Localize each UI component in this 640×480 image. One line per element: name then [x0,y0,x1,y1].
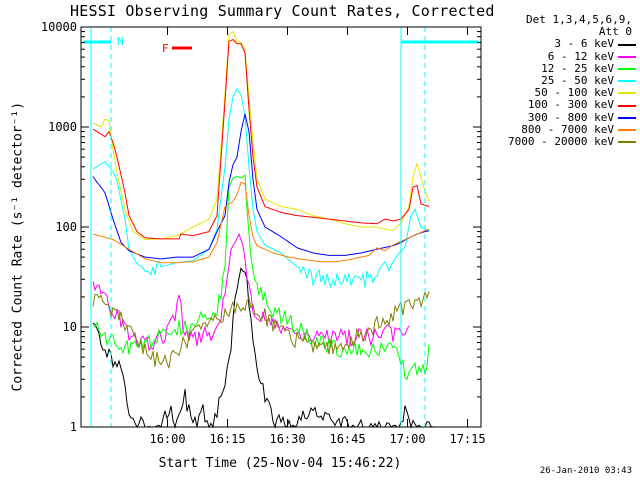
legend-item-swatch [618,116,636,119]
legend-item: 25 - 50 keV [484,74,636,88]
legend-item-swatch [618,141,636,144]
y-tick-label: 10 [63,320,77,334]
x-tick-label: 16:15 [209,432,245,446]
legend-item-label: 800 - 7000 keV [521,122,614,136]
legend-item: 6 - 12 keV [484,49,636,63]
series-line [92,30,430,241]
legend-item: 300 - 800 keV [484,110,636,124]
axis-layer: 1 10 100 1000 10000 16:00 16:15 16:30 16:45 17:00… [41,20,486,446]
y-tick-label: 1000 [48,120,77,134]
legend-item-label: 100 - 300 keV [527,98,614,112]
x-tick-label: 16:45 [329,432,365,446]
legend-item-swatch [618,43,636,46]
night-label: N [117,35,124,48]
legend-item-label: 300 - 800 keV [527,110,614,124]
legend-item-swatch [618,80,636,83]
series-line [92,38,430,240]
x-axis-label: Start Time (25-Nov-04 15:46:22) [158,456,402,471]
x-tick-label: 17:00 [389,432,425,446]
series-line [92,181,430,264]
flare-label: F [162,42,169,55]
x-tick-label: 16:00 [149,432,185,446]
legend: Det 1,3,4,5,6,9, Att 0 3 - 6 keV 6 - 12 k… [484,13,636,148]
series-line [92,113,430,260]
legend-item-label: 12 - 25 keV [541,61,614,75]
legend-header-attenuator: Att 0 [598,25,632,39]
legend-item-swatch [618,55,636,58]
x-tick-label: 16:30 [269,432,305,446]
legend-item: 12 - 25 keV [484,61,636,75]
generation-timestamp: 26-Jan-2010 03:43 [539,466,632,476]
chart-title: HESSI Observing Summary Count Rates, Cor… [70,2,495,20]
legend-item-swatch [618,104,636,107]
legend-item: 7000 - 20000 keV [484,135,636,149]
annotation-layer: NF [83,27,479,427]
series-line [92,174,430,381]
legend-item-label: 6 - 12 keV [547,49,614,63]
y-tick-label: 10000 [41,20,77,34]
legend-item-label: 7000 - 20000 keV [508,135,614,149]
y-axis-label: Corrected Count Rate (s⁻¹ detector⁻¹) [10,101,26,392]
legend-item: 800 - 7000 keV [484,122,636,136]
y-tick-label: 100 [55,220,77,234]
legend-item-swatch [618,67,636,70]
series-line [92,232,410,352]
legend-header-detectors: Det 1,3,4,5,6,9, [526,13,632,26]
series-layer [92,30,434,429]
legend-item-label: 50 - 100 keV [534,86,614,100]
legend-item: 100 - 300 keV [484,99,636,111]
legend-item-label: 3 - 6 keV [554,37,614,51]
legend-item-label: 25 - 50 keV [541,74,614,88]
legend-item-swatch [618,128,636,131]
legend-item: 3 - 6 keV [484,38,636,50]
series-line [92,88,430,290]
y-tick-label: 1 [70,420,77,434]
x-tick-label: 17:15 [449,432,485,446]
legend-item-swatch [618,92,636,95]
legend-item: 50 - 100 keV [484,87,636,99]
legend-rows: 3 - 6 keV 6 - 12 keV 12 - 25 keV 25 - 50 ke… [484,38,636,148]
series-line [92,290,430,369]
